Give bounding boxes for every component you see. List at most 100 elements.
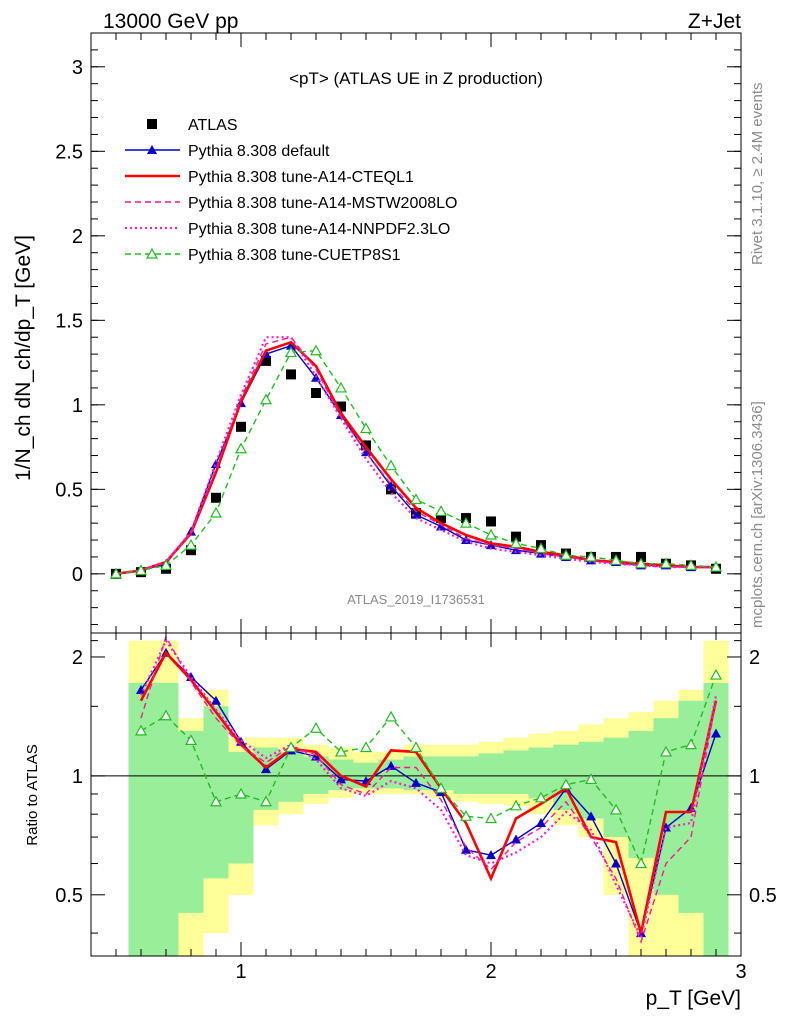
main-point-1-13 xyxy=(436,521,446,531)
main-line-5 xyxy=(115,349,717,575)
ratio-point-4-21 xyxy=(659,745,673,757)
x-tick-label-1: 2 xyxy=(485,961,496,983)
ratio-point-0-18 xyxy=(586,811,596,821)
band-green-14 xyxy=(478,753,504,794)
ratio-point-0-19 xyxy=(611,858,621,868)
ratio-point-4-23 xyxy=(709,668,723,680)
main-point-5-8 xyxy=(309,344,323,356)
main-point-0-3 xyxy=(186,545,196,556)
main-point-5-0 xyxy=(109,567,123,579)
main-point-1-14 xyxy=(461,535,471,545)
ratio-point-4-0 xyxy=(134,724,148,736)
main-line-2 xyxy=(115,340,716,576)
ratio-ytick-label-left-2: 2 xyxy=(72,647,83,669)
band-green-3 xyxy=(203,706,229,879)
legend-marker-0 xyxy=(147,119,157,129)
main-point-0-7 xyxy=(286,369,296,380)
ratio-series-2 xyxy=(140,635,717,944)
main-ylabel: 1/N_ch dN_ch/dp_T [GeV] xyxy=(12,235,35,481)
legend-label-4: Pythia 8.308 tune-A14-NNPDF2.3LO xyxy=(188,221,450,238)
ratio-point-0-8 xyxy=(336,774,346,784)
main-point-5-14 xyxy=(459,516,473,528)
x-axis-label: p_T [GeV] xyxy=(646,987,741,1010)
main-point-5-2 xyxy=(159,559,173,570)
main-ytick-label-3: 1.5 xyxy=(55,310,83,332)
ratio-point-4-14 xyxy=(484,812,498,824)
ratio-point-4-6 xyxy=(284,741,298,753)
ratio-point-0-10 xyxy=(386,760,396,770)
legend-label-0: ATLAS xyxy=(188,117,238,134)
main-ytick-label-1: 0.5 xyxy=(55,479,83,501)
main-point-5-1 xyxy=(134,564,148,576)
main-point-0-9 xyxy=(336,401,346,412)
main-line-3 xyxy=(115,336,716,575)
ratio-point-4-10 xyxy=(384,710,398,722)
ratio-point-4-16 xyxy=(534,791,548,803)
ratio-point-4-18 xyxy=(584,773,598,784)
band-green-4 xyxy=(228,751,254,864)
main-point-1-7 xyxy=(286,340,296,350)
main-point-0-15 xyxy=(486,516,496,527)
main-point-1-16 xyxy=(511,545,521,555)
side-note-top: Rivet 3.1.10, ≥ 2.4M events xyxy=(749,83,766,266)
band-green-19 xyxy=(603,737,629,838)
ratio-point-4-12 xyxy=(434,782,448,793)
ratio-point-0-0 xyxy=(136,684,146,694)
ratio-series-3 xyxy=(139,638,718,941)
main-series-5 xyxy=(109,344,723,579)
main-point-5-9 xyxy=(334,381,348,393)
band-green-7 xyxy=(303,756,329,794)
legend-marker-1 xyxy=(147,145,157,154)
ratio-ytick-label-right-0: 0.5 xyxy=(749,885,777,907)
ratio-ytick-label-left-1: 1 xyxy=(72,766,83,788)
main-point-0-21 xyxy=(636,551,646,562)
main-point-0-8 xyxy=(311,388,321,398)
legend-item-4: Pythia 8.308 tune-A14-NNPDF2.3LO xyxy=(125,221,450,238)
ratio-point-0-11 xyxy=(411,777,421,787)
legend-item-0: ATLAS xyxy=(147,117,238,134)
ratio-point-4-20 xyxy=(634,857,648,869)
main-point-5-7 xyxy=(284,346,298,358)
ratio-point-4-7 xyxy=(309,722,323,733)
ratio-line-1 xyxy=(139,650,718,934)
main-title: <pT> (ATLAS UE in Z production) xyxy=(289,69,543,88)
ratio-line-3 xyxy=(139,638,718,941)
ratio-point-4-19 xyxy=(609,803,623,815)
ratio-point-0-23 xyxy=(711,728,721,738)
ratio-point-4-5 xyxy=(259,795,273,807)
ratio-ylabel: Ratio to ATLAS xyxy=(24,744,41,845)
ratio-line-0 xyxy=(140,651,717,936)
main-point-1-12 xyxy=(411,509,421,519)
ratio-line-2 xyxy=(140,635,717,944)
ratio-point-4-11 xyxy=(409,741,423,753)
main-point-5-10 xyxy=(359,422,373,434)
ratio-plot-area xyxy=(91,635,741,956)
main-series-4 xyxy=(115,336,716,575)
watermark: ATLAS_2019_I1736531 xyxy=(347,592,485,607)
main-point-5-19 xyxy=(584,550,598,562)
legend-marker-5 xyxy=(145,247,159,259)
ratio-point-4-17 xyxy=(559,778,573,790)
ratio-point-4-15 xyxy=(509,799,523,811)
main-point-0-13 xyxy=(436,513,446,524)
main-point-0-6 xyxy=(261,355,271,366)
legend-label-3: Pythia 8.308 tune-A14-MSTW2008LO xyxy=(188,195,457,212)
main-point-0-4 xyxy=(211,492,221,503)
main-point-5-20 xyxy=(609,554,623,565)
ratio-ytick-label-right-2: 2 xyxy=(749,647,760,669)
ratio-point-4-8 xyxy=(334,745,348,757)
band-green-6 xyxy=(278,751,304,802)
legend-label-5: Pythia 8.308 tune-CUETP8S1 xyxy=(188,247,401,264)
main-ytick-label-0: 0 xyxy=(72,564,83,586)
legend-item-2: Pythia 8.308 tune-A14-CTEQL1 xyxy=(125,169,414,186)
main-plot-area xyxy=(109,336,723,579)
legend-item-1: Pythia 8.308 default xyxy=(125,143,330,160)
main-point-5-23 xyxy=(684,559,698,570)
ratio-point-0-14 xyxy=(486,850,496,860)
legend-item-3: Pythia 8.308 tune-A14-MSTW2008LO xyxy=(125,195,457,212)
legend: ATLAS Pythia 8.308 default Pythia 8.308 tu… xyxy=(125,117,457,264)
main-point-5-15 xyxy=(484,528,498,540)
ratio-ytick-label-left-0: 0.5 xyxy=(55,885,83,907)
ratio-point-0-13 xyxy=(461,844,471,854)
legend-label-2: Pythia 8.308 tune-A14-CTEQL1 xyxy=(188,169,414,186)
